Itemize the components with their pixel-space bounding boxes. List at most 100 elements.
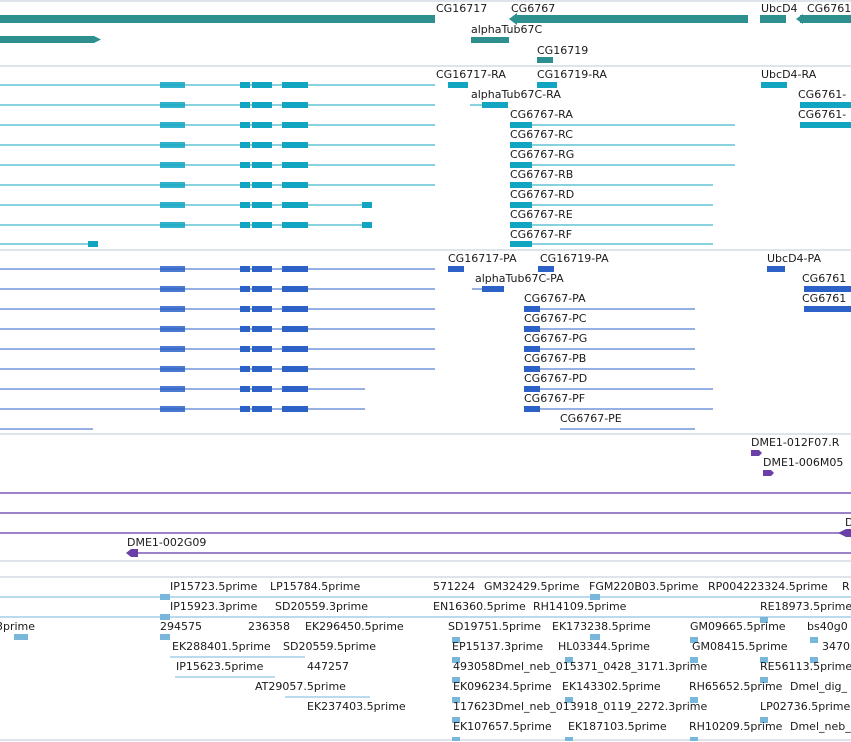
- rna-track: CG16717-RA CG16719-RA UbcD4-RA alphaTub6…: [0, 65, 851, 247]
- protein-label: CG6767-PD: [524, 372, 587, 385]
- gene-feature-cg6767-arrow: [509, 13, 517, 25]
- est-label: 294575: [160, 620, 202, 633]
- est-label: R: [842, 580, 850, 593]
- rna-label: CG6767-RF: [510, 228, 572, 241]
- rna-label: CG6761-: [798, 88, 846, 101]
- clone-label: DME1-012F07.R: [751, 436, 840, 449]
- clone-feature-012f07[interactable]: [751, 450, 762, 456]
- protein-label: CG6761: [802, 272, 846, 285]
- protein-left-exons: [160, 266, 308, 412]
- gene-label: CG6761: [807, 2, 851, 15]
- clone-label: D: [845, 516, 851, 529]
- rna-label: alphaTub67C-RA: [471, 88, 561, 101]
- est-label: 236358: [248, 620, 290, 633]
- est-label: RH65652.5prime: [689, 680, 783, 693]
- est-label: GM09665.5prime: [690, 620, 786, 633]
- est-label: AT29057.5prime: [255, 680, 346, 693]
- rna-label: CG6767-RG: [510, 148, 574, 161]
- rna-label: CG6767-RA: [510, 108, 573, 121]
- rna-label: CG6767-RB: [510, 168, 573, 181]
- est-label: SD19751.5prime: [448, 620, 541, 633]
- gene-label: CG16719: [537, 44, 588, 57]
- est-label: RE56113.5prime: [760, 660, 851, 673]
- gene-feature-alphatub67c[interactable]: [471, 37, 509, 43]
- gene-feature-cg6761[interactable]: [800, 15, 851, 23]
- est-label: 34705: [822, 640, 851, 653]
- protein-label: CG6767-PC: [524, 312, 587, 325]
- rna-left-rows[interactable]: [0, 84, 435, 245]
- est-label: RH10209.5prime: [689, 720, 783, 733]
- est-label: FGM220B03.5prime: [589, 580, 699, 593]
- protein-label: CG6767-PG: [524, 332, 587, 345]
- rna-right-introns: [470, 104, 735, 245]
- gene-label: CG6767: [511, 2, 555, 15]
- clone-label: DME1-006M05: [763, 456, 843, 469]
- protein-label: CG6761: [802, 292, 846, 305]
- est-label: Dmel_neb_013918_0119_2272.3prime: [495, 700, 707, 713]
- protein-label: CG16719-PA: [540, 252, 609, 265]
- gene-feature-left[interactable]: [0, 36, 94, 43]
- protein-label: UbcD4-PA: [767, 252, 821, 265]
- est-label: EP15137.3prime: [452, 640, 543, 653]
- est-label: 117623: [453, 700, 495, 713]
- est-label: EK173238.5prime: [552, 620, 651, 633]
- est-label: SD20559.3prime: [275, 600, 368, 613]
- est-label: bs40g0: [807, 620, 848, 633]
- est-track: IP15723.5prime LP15784.5prime 571224 GM3…: [0, 560, 851, 741]
- clone-label: DME1-002G09: [127, 536, 206, 549]
- protein-label: CG6767-PA: [524, 292, 586, 305]
- protein-label: CG16717-PA: [448, 252, 517, 265]
- rna-label: UbcD4-RA: [761, 68, 817, 81]
- est-label: Dmel_dig_: [790, 680, 848, 693]
- est-label: GM08415.5prime: [692, 640, 788, 653]
- protein-right-features[interactable]: [448, 266, 851, 412]
- est-label: IP15623.5prime: [176, 660, 264, 673]
- est-label: 447257: [307, 660, 349, 673]
- est-label: RH14109.5prime: [533, 600, 627, 613]
- protein-left-rows[interactable]: [0, 268, 435, 430]
- est-label: Dmel_neb_: [790, 720, 851, 733]
- rna-label: CG6767-RC: [510, 128, 573, 141]
- rna-label: CG6761-: [798, 108, 846, 121]
- est-features[interactable]: [14, 594, 818, 741]
- est-label: SD20559.5prime: [283, 640, 376, 653]
- est-label: EK107657.5prime: [453, 720, 552, 733]
- est-label: 3prime: [0, 620, 35, 633]
- est-label: RE18973.5prime: [760, 600, 851, 613]
- est-label: EK187103.5prime: [568, 720, 667, 733]
- est-label: 571224: [433, 580, 475, 593]
- protein-label: CG6767-PE: [560, 412, 622, 425]
- gene-feature-ubcd4[interactable]: [760, 15, 786, 23]
- clone-feature-006m05[interactable]: [763, 470, 774, 476]
- est-label: EK288401.5prime: [172, 640, 271, 653]
- est-lines[interactable]: [0, 596, 851, 698]
- est-label: 493058: [453, 660, 495, 673]
- clone-feature-002g09[interactable]: [126, 549, 138, 557]
- est-label: EK296450.5prime: [305, 620, 404, 633]
- est-label: GM32429.5prime: [484, 580, 580, 593]
- est-label: Dmel_neb_015371_0428_3171.3prime: [495, 660, 707, 673]
- gene-label: UbcD4: [761, 2, 798, 15]
- gene-feature-cg16719[interactable]: [537, 57, 553, 63]
- rna-label: CG16717-RA: [436, 68, 506, 81]
- protein-label: alphaTub67C-PA: [475, 272, 564, 285]
- protein-label: CG6767-PF: [524, 392, 585, 405]
- gene-feature-cg6761-arrow: [796, 14, 803, 24]
- est-label: IP15923.3prime: [170, 600, 258, 613]
- rna-label: CG16719-RA: [537, 68, 607, 81]
- gene-label: alphaTub67C: [471, 23, 542, 36]
- clone-track: DME1-012F07.R DME1-006M05 D DME1-002G09: [0, 433, 851, 557]
- est-label: EK237403.5prime: [307, 700, 406, 713]
- est-label: RP004223324.5prime: [708, 580, 828, 593]
- est-label: HL03344.5prime: [558, 640, 650, 653]
- protein-track: CG16717-PA CG16719-PA UbcD4-PA alphaTub6…: [0, 249, 851, 430]
- clone-feature-d[interactable]: [838, 529, 851, 537]
- gene-feature-left-arrow: [94, 36, 101, 43]
- gene-feature-cg6767[interactable]: [515, 15, 748, 23]
- est-label: EN16360.5prime: [433, 600, 526, 613]
- est-label: LP15784.5prime: [270, 580, 361, 593]
- gene-feature-cg16717[interactable]: [0, 15, 435, 23]
- rna-label: CG6767-RE: [510, 208, 573, 221]
- est-label: EK096234.5prime: [453, 680, 552, 693]
